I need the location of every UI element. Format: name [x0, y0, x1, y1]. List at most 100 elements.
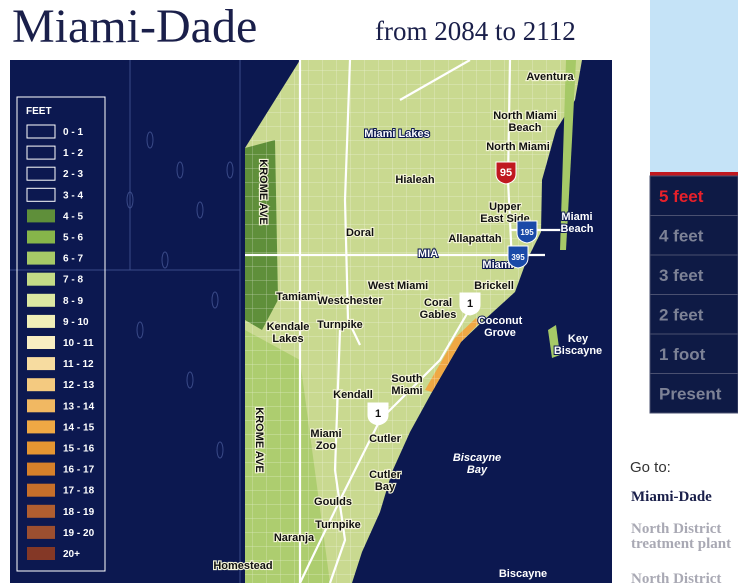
- place-label: Allapattah: [448, 233, 501, 245]
- place-label-line: Allapattah: [448, 233, 501, 245]
- place-label: West Miami: [368, 280, 428, 292]
- place-label-line: Biscayne: [499, 568, 547, 580]
- place-label-line: Turnpike: [315, 519, 361, 531]
- place-label-line: Kendale: [267, 321, 310, 333]
- place-label-line: Key: [568, 333, 589, 345]
- legend-swatch: [27, 504, 55, 518]
- place-label-line: Gables: [420, 309, 457, 321]
- place-label: Coconut Grove: [478, 315, 523, 339]
- place-label-line: Aventura: [526, 71, 574, 83]
- place-label-line: Cutler: [369, 433, 402, 445]
- legend-swatch: [27, 483, 55, 497]
- level-button[interactable]: [649, 373, 738, 414]
- place-label: Key Biscayne: [554, 333, 602, 357]
- place-label: KROME AVE: [253, 407, 265, 472]
- level-button[interactable]: [649, 215, 738, 256]
- route-shield: [459, 292, 481, 316]
- place-label: North Miami Beach: [493, 110, 557, 134]
- route-shield: [495, 161, 517, 185]
- route-shield: [507, 245, 529, 269]
- level-button[interactable]: [649, 333, 738, 374]
- level-button-label[interactable]: 3 feet: [659, 266, 704, 285]
- legend-title: FEET: [26, 106, 52, 117]
- selected-bar: [650, 172, 738, 176]
- place-label-line: West Miami: [368, 280, 428, 292]
- place-label-line: Grove: [484, 327, 516, 339]
- level-button-label[interactable]: 2 feet: [659, 306, 704, 325]
- goto-link-line: treatment plant: [631, 536, 731, 552]
- place-label-line: North Miami: [493, 110, 557, 122]
- place-label-line: Miami Lakes: [364, 128, 429, 140]
- legend-label: 19 - 20: [63, 528, 95, 539]
- place-label-line: Kendall: [333, 389, 373, 401]
- level-button-label[interactable]: 5 feet: [659, 187, 704, 206]
- legend-swatch: [27, 272, 55, 286]
- legend-swatch: [27, 525, 55, 539]
- level-button-label[interactable]: 4 feet: [659, 227, 704, 246]
- goto-link[interactable]: North District: [631, 571, 721, 583]
- legend-label: 9 - 10: [63, 317, 89, 328]
- legend-label: 16 - 17: [63, 465, 95, 476]
- place-label: Miami Zoo: [310, 428, 341, 452]
- place-label-line: Miami: [561, 211, 592, 223]
- legend-swatch: [27, 230, 55, 244]
- street-grid: [245, 60, 582, 583]
- route-shield: [516, 220, 538, 244]
- legend-label: 20+: [63, 549, 80, 560]
- level-button[interactable]: [649, 294, 738, 335]
- legend-label: 13 - 14: [63, 401, 95, 412]
- place-label-line: Biscayne: [554, 345, 602, 357]
- place-label: Miami Lakes: [364, 128, 429, 140]
- route-number: 195: [520, 228, 534, 237]
- legend-label: 1 - 2: [63, 148, 83, 159]
- place-label-line: Westchester: [317, 295, 383, 307]
- legend-label: 0 - 1: [63, 127, 83, 138]
- legend-label: 10 - 11: [63, 338, 94, 349]
- place-label-line: MIA: [418, 248, 438, 260]
- everglades-marks: [10, 60, 241, 583]
- place-label-line: Bay: [375, 481, 396, 493]
- legend-swatch: [27, 547, 55, 560]
- level-button-label[interactable]: 1 foot: [659, 345, 706, 364]
- place-label: MIA: [418, 248, 438, 260]
- legend-swatch: [26, 187, 56, 202]
- place-label-line: Lakes: [272, 333, 303, 345]
- place-label-line: Biscayne: [453, 452, 501, 464]
- goto-link[interactable]: Miami-Dade: [631, 489, 712, 505]
- map: [10, 60, 612, 583]
- place-label-line: Miami: [482, 259, 513, 271]
- route-number: 1: [375, 408, 381, 420]
- place-label-line: Naranja: [274, 532, 315, 544]
- place-label: Kendall: [333, 389, 373, 401]
- legend-swatch: [27, 293, 55, 307]
- legend-label: 17 - 18: [63, 486, 95, 497]
- level-button[interactable]: [649, 254, 738, 295]
- legend-swatch: [27, 462, 55, 476]
- place-label-line: Turnpike: [317, 319, 363, 331]
- legend-swatch: [26, 145, 56, 160]
- level-buttons: 5 feet 4 feet 3 feet 2 feet 1 foot Present: [649, 175, 738, 414]
- legend-label: 11 - 12: [63, 359, 94, 370]
- place-label-line: Doral: [346, 227, 374, 239]
- place-label-line: KROME AVE: [257, 159, 269, 224]
- route-shield: [367, 402, 389, 426]
- legend-swatch: [27, 420, 55, 434]
- place-label: Naranja: [274, 532, 315, 544]
- legend-swatch: [26, 166, 56, 181]
- place-label: Turnpike: [317, 319, 363, 331]
- legend-label: 4 - 5: [63, 211, 83, 222]
- level-button-label[interactable]: Present: [659, 385, 722, 404]
- place-label-line: Cutler: [369, 469, 402, 481]
- place-label-line: Miami: [310, 428, 341, 440]
- legend-swatch: [26, 124, 56, 139]
- place-label: Cutler: [369, 433, 402, 445]
- legend-label: 7 - 8: [63, 275, 83, 286]
- level-button[interactable]: [649, 175, 738, 216]
- place-label: Miami Beach: [560, 211, 593, 235]
- legend-label: 15 - 16: [63, 444, 95, 455]
- place-label: Biscayne Bay: [453, 452, 501, 476]
- route-number: 1: [467, 298, 473, 310]
- goto-link[interactable]: North District treatment plant: [631, 521, 731, 552]
- legend-swatch: [27, 399, 55, 413]
